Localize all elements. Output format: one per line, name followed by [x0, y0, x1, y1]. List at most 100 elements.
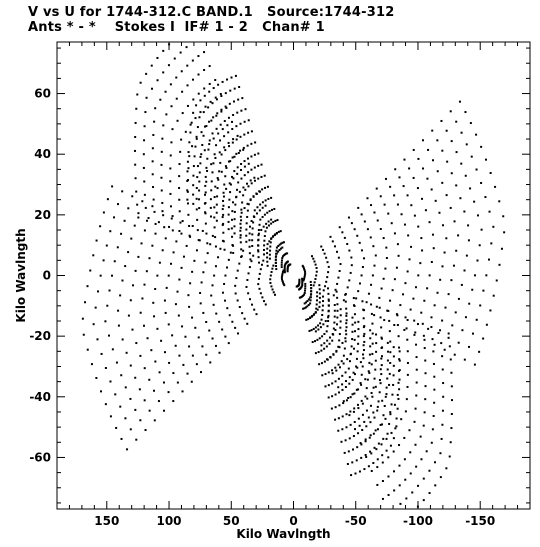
uv-point [424, 209, 427, 212]
uv-point [393, 403, 396, 406]
uv-point [211, 284, 214, 287]
uv-point [223, 248, 226, 251]
uv-point [246, 182, 249, 185]
uv-point [338, 333, 341, 336]
uv-point [426, 287, 429, 290]
uv-point [266, 264, 269, 267]
uv-point [371, 395, 374, 398]
uv-point [357, 290, 360, 293]
uv-point [347, 216, 350, 219]
uv-point [302, 307, 305, 310]
uv-point [334, 288, 337, 291]
uv-point [489, 309, 492, 312]
uv-point [143, 229, 146, 232]
uv-point [355, 297, 358, 300]
uv-point [205, 320, 208, 323]
uv-point [457, 234, 460, 237]
uv-point [380, 364, 383, 367]
uv-point [270, 218, 273, 221]
uv-point [403, 328, 406, 331]
uv-point [191, 225, 194, 228]
uv-point [267, 224, 270, 227]
uv-point [398, 359, 401, 362]
uv-point [203, 125, 206, 128]
uv-point [117, 324, 120, 327]
uv-point [205, 166, 208, 169]
uv-point [192, 184, 195, 187]
uv-point [164, 311, 167, 314]
uv-point [188, 345, 191, 348]
uv-point [257, 277, 260, 280]
uv-point [312, 257, 315, 260]
uv-point [220, 153, 223, 156]
uv-point [384, 417, 387, 420]
uv-point [283, 266, 286, 269]
uv-point [389, 411, 392, 414]
uv-point [195, 137, 198, 140]
uv-point [140, 242, 143, 245]
uv-point [209, 198, 212, 201]
uv-point [450, 172, 453, 175]
uv-point [338, 339, 341, 342]
uv-point [427, 327, 430, 330]
uv-point [381, 461, 384, 464]
uv-point [316, 338, 319, 341]
uv-point [353, 392, 356, 395]
uv-point [406, 270, 409, 273]
uv-point [131, 195, 134, 198]
uv-point [343, 236, 346, 239]
uv-point [337, 386, 340, 389]
uv-point [204, 211, 207, 214]
uv-point [231, 210, 234, 213]
uv-point [393, 489, 396, 492]
uv-point [307, 318, 310, 321]
uv-point [320, 362, 323, 365]
uv-point [104, 403, 107, 406]
uv-point [301, 282, 304, 285]
uv-point [197, 92, 200, 95]
uv-point [348, 382, 351, 385]
uv-point [154, 360, 157, 363]
uv-point [180, 138, 183, 141]
uv-point [425, 450, 428, 453]
uv-point [345, 322, 348, 325]
uv-point [193, 259, 196, 262]
uv-point [169, 205, 172, 208]
uv-point [421, 197, 424, 200]
uv-point [242, 186, 245, 189]
uv-point [322, 289, 325, 292]
uv-point [246, 215, 249, 218]
uv-point [142, 153, 145, 156]
uv-point [285, 252, 288, 255]
uv-point [367, 370, 370, 373]
uv-point [345, 314, 348, 317]
uv-point [243, 160, 246, 163]
uv-point [113, 260, 116, 263]
uv-point [84, 301, 87, 304]
uv-point [154, 107, 157, 110]
uv-point [211, 171, 214, 174]
uv-point [416, 187, 419, 190]
uv-point [134, 163, 137, 166]
uv-point [333, 309, 336, 312]
uv-point [331, 395, 334, 398]
uv-point [445, 129, 448, 132]
uv-point [344, 329, 347, 332]
uv-point [222, 191, 225, 194]
uv-point [209, 243, 212, 246]
uv-point [249, 198, 252, 201]
uv-point [195, 249, 198, 252]
uv-point [314, 326, 317, 329]
uv-point [344, 371, 347, 374]
uv-point [318, 337, 321, 340]
uv-point [150, 64, 153, 67]
uv-point [443, 251, 446, 254]
uv-point [374, 359, 377, 362]
uv-point [327, 292, 330, 295]
uv-point [495, 279, 498, 282]
uv-point [372, 411, 375, 414]
uv-point [202, 311, 205, 314]
uv-point [309, 280, 312, 283]
uv-point [262, 248, 265, 251]
uv-point [281, 241, 284, 244]
